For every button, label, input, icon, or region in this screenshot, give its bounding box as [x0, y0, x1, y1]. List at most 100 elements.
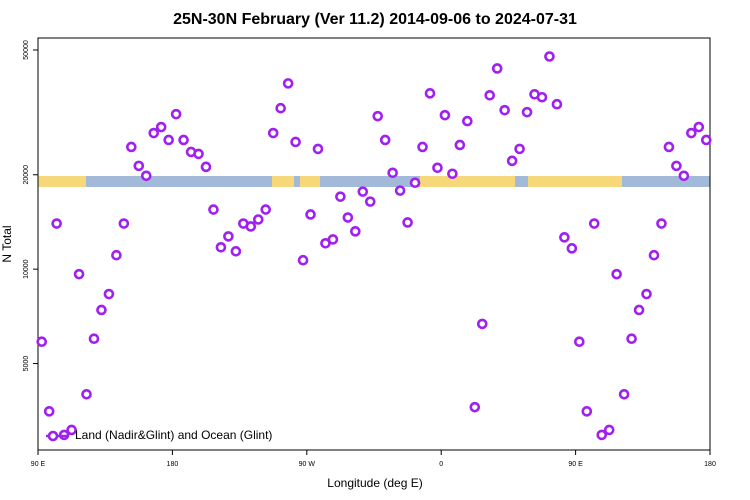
- data-point: [641, 288, 652, 300]
- data-point: [618, 388, 630, 400]
- data-point: [81, 388, 92, 400]
- data-point: [163, 134, 174, 146]
- data-point: [312, 143, 324, 155]
- data-point: [260, 204, 272, 215]
- data-point: [521, 106, 533, 118]
- land-ocean-band: [38, 176, 710, 187]
- data-point: [514, 143, 525, 155]
- data-point: [297, 254, 309, 266]
- data-point: [126, 141, 137, 153]
- data-point: [603, 424, 615, 436]
- chart-title: 25N-30N February (Ver 11.2) 2014-09-06 t…: [173, 11, 577, 28]
- y-tick-label: 5000: [23, 356, 30, 372]
- data-point: [335, 191, 346, 202]
- data-point: [66, 424, 77, 436]
- x-tick-label: 0: [439, 461, 443, 468]
- data-point: [155, 121, 167, 133]
- data-point: [678, 170, 690, 182]
- x-tick-label: 90 E: [31, 461, 46, 468]
- data-point: [499, 104, 510, 116]
- data-point: [424, 88, 436, 99]
- data-point: [648, 249, 660, 261]
- data-point: [43, 406, 55, 417]
- data-point: [178, 134, 189, 146]
- data-point: [73, 268, 85, 280]
- x-axis-label: Longitude (deg E): [327, 476, 422, 490]
- data-point: [230, 246, 242, 257]
- data-point: [656, 218, 667, 229]
- data-point: [118, 218, 130, 229]
- data-point: [581, 406, 593, 417]
- data-point: [111, 249, 122, 261]
- data-point: [357, 186, 369, 197]
- data-point: [245, 221, 257, 232]
- data-point: [88, 333, 100, 345]
- legend-label: Land (Nadir&Glint) and Ocean (Glint): [75, 428, 272, 442]
- data-point: [409, 177, 421, 189]
- data-point: [432, 162, 443, 174]
- data-point: [447, 168, 458, 180]
- data-point: [544, 51, 555, 62]
- data-point: [252, 214, 264, 225]
- data-point: [36, 336, 48, 347]
- data-point: [686, 127, 697, 139]
- data-point: [170, 108, 182, 120]
- data-point: [290, 136, 301, 148]
- x-tick-label: 180: [704, 461, 716, 468]
- data-point: [96, 304, 107, 316]
- data-point: [327, 234, 339, 245]
- data-point: [626, 333, 637, 345]
- data-point: [566, 243, 578, 254]
- data-point: [379, 134, 391, 146]
- land-band: [528, 176, 622, 187]
- data-point: [350, 226, 361, 237]
- data-point: [574, 336, 585, 347]
- data-point: [148, 127, 160, 139]
- data-point: [588, 218, 600, 229]
- data-point: [559, 232, 570, 243]
- y-axis-label: N Total: [0, 225, 14, 262]
- data-point: [51, 218, 62, 229]
- y-tick-label: 50000: [23, 40, 30, 60]
- data-point: [462, 115, 473, 127]
- data-point: [215, 242, 227, 253]
- ocean-band: [38, 176, 710, 187]
- land-band: [420, 176, 515, 187]
- data-point: [140, 170, 152, 182]
- x-tick-label: 90 E: [568, 461, 583, 468]
- data-point: [454, 139, 466, 151]
- data-point: [671, 160, 682, 172]
- data-point: [469, 401, 481, 413]
- data-point: [611, 268, 622, 280]
- data-point: [372, 110, 384, 122]
- data-point: [223, 231, 234, 242]
- data-point: [193, 148, 204, 160]
- data-point: [402, 217, 413, 228]
- data-point: [596, 429, 608, 441]
- land-band: [300, 176, 320, 187]
- data-point: [364, 196, 376, 207]
- data-point: [551, 98, 563, 110]
- data-point: [484, 89, 496, 101]
- data-point: [417, 141, 428, 153]
- land-band: [272, 176, 294, 187]
- y-tick-label: 10000: [23, 259, 30, 279]
- legend-marker: [47, 430, 59, 442]
- data-point: [387, 167, 398, 179]
- plot-frame: [37, 37, 711, 451]
- data-point: [439, 109, 451, 121]
- data-point: [633, 304, 645, 316]
- y-tick-label: 20000: [23, 165, 30, 185]
- data-point: [133, 160, 145, 172]
- data-point: [663, 141, 675, 153]
- x-tick-label: 90 W: [299, 461, 316, 468]
- data-point: [275, 102, 286, 114]
- data-point: [700, 134, 712, 146]
- data-point: [476, 318, 488, 330]
- x-tick-label: 180: [167, 461, 179, 468]
- data-point: [491, 63, 503, 74]
- data-point: [103, 288, 115, 300]
- data-point: [282, 78, 294, 89]
- data-point: [536, 91, 548, 103]
